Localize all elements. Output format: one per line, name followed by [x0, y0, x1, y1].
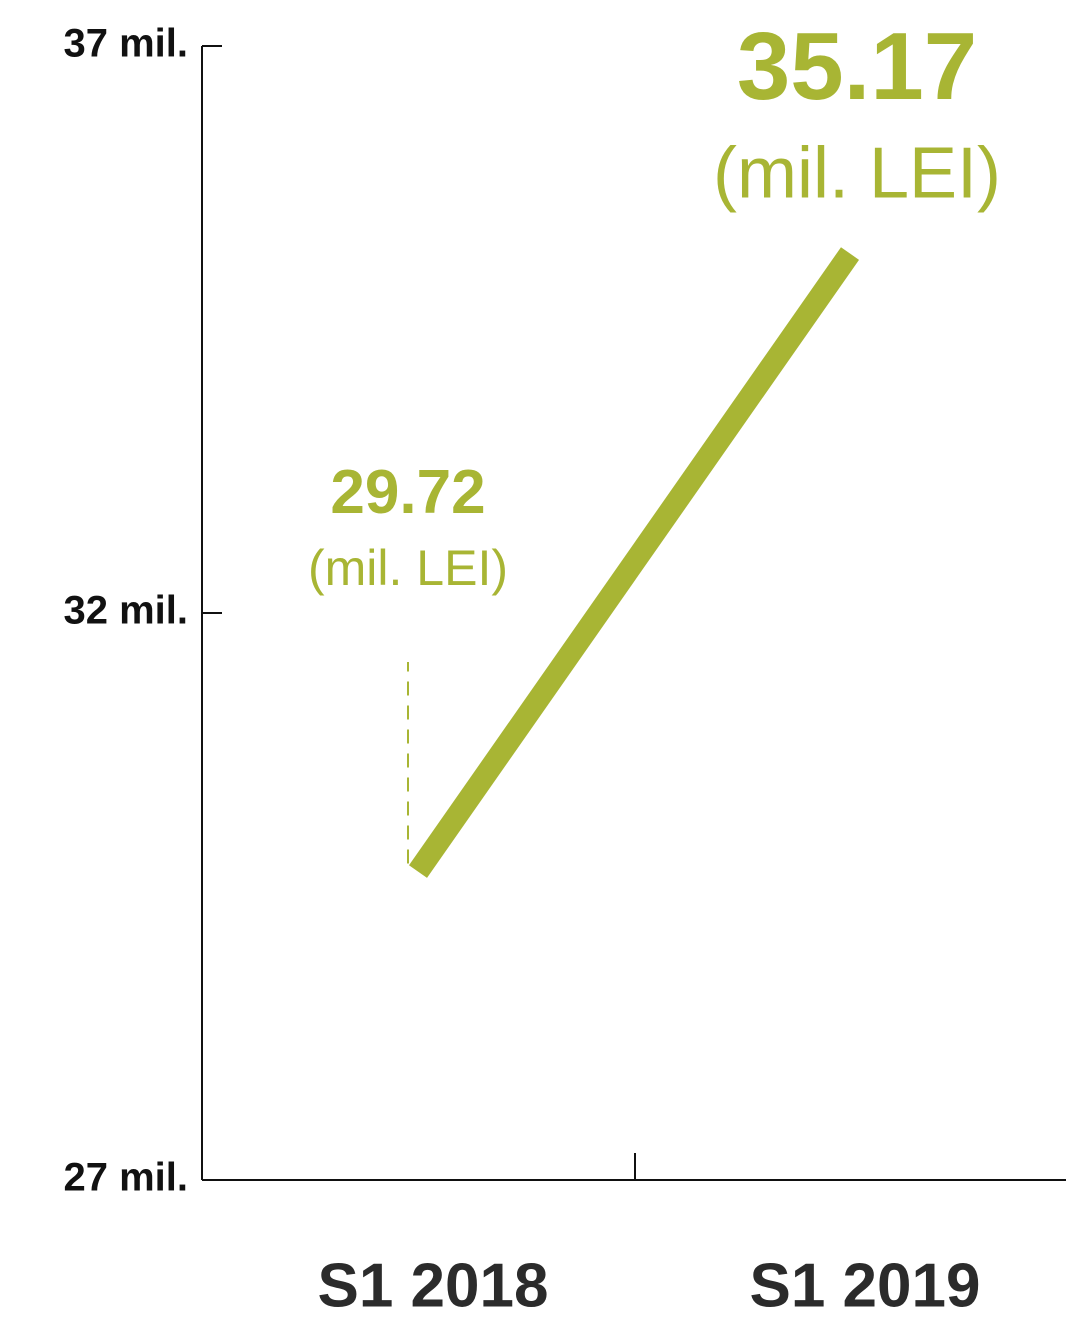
y-tick-label: 37 mil. [63, 22, 188, 66]
line [408, 247, 860, 878]
value-label: 35.17 [737, 13, 977, 120]
y-tick-label: 32 mil. [63, 589, 188, 633]
x-tick-label: S1 2019 [750, 1251, 981, 1320]
x-tick-label: S1 2018 [318, 1251, 549, 1320]
value-unit: (mil. LEI) [308, 540, 508, 596]
value-label: 29.72 [330, 458, 485, 527]
y-tick-label: 27 mil. [63, 1156, 188, 1200]
value-unit: (mil. LEI) [713, 134, 1001, 214]
